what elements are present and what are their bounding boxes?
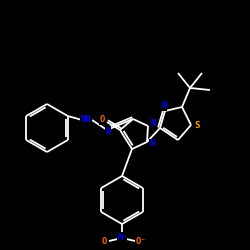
- Text: N: N: [105, 126, 111, 136]
- Text: O⁻: O⁻: [136, 238, 146, 246]
- Text: N: N: [150, 120, 156, 128]
- Text: N: N: [149, 140, 155, 148]
- Text: O: O: [101, 238, 107, 246]
- Text: S: S: [194, 120, 200, 130]
- Text: N⁺: N⁺: [117, 232, 127, 241]
- Text: O: O: [99, 116, 105, 124]
- Text: NH: NH: [80, 116, 92, 124]
- Text: N: N: [161, 102, 167, 110]
